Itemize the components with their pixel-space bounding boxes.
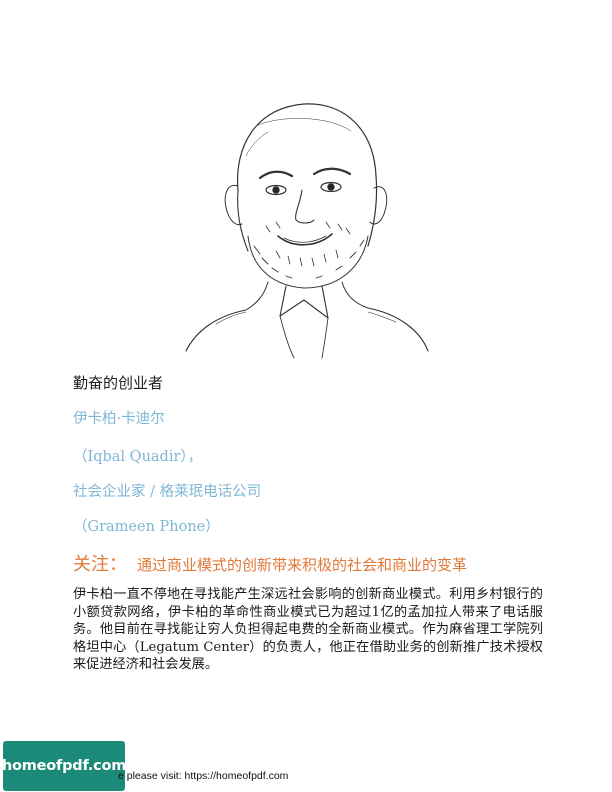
focus-text: 通过商业模式的创新带来积极的社会和商业的变革 [137,556,468,574]
description-paragraph: 伊卡柏一直不停地在寻找能产生深远社会影响的创新商业模式。利用乡村银行的小额贷款网… [73,587,543,672]
person-role-chinese: 社会企业家 / 格莱珉电话公司 [73,484,262,500]
company-name-english: （Grameen Phone） [73,519,220,535]
person-name-chinese: 伊卡柏·卡迪尔 [73,411,165,427]
portrait-sketch-icon [185,103,429,359]
footer-visit-link[interactable]: e please visit: https://homeofpdf.com [118,770,289,782]
homeofpdf-logo-badge[interactable]: homeofpdf.com [1,741,127,791]
focus-label: 关注： [73,554,127,575]
section-heading: 勤奋的创业者 [73,374,164,392]
badge-label: homeofpdf.com [1,758,127,774]
person-name-english: （Iqbal Quadir）， [73,449,203,465]
focus-line: 关注： 通过商业模式的创新带来积极的社会和商业的变革 [73,550,543,576]
